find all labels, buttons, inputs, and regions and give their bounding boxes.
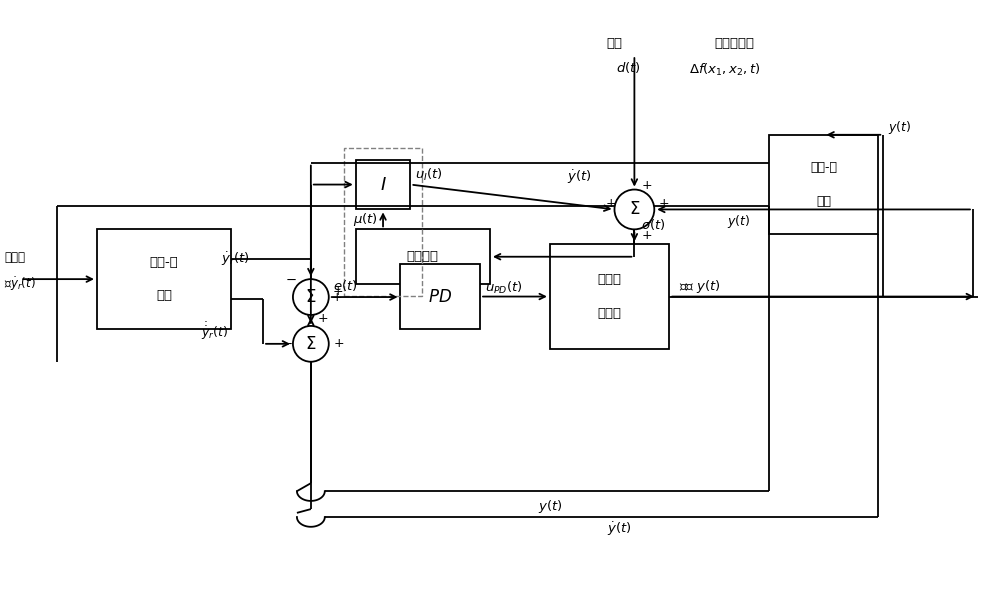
Circle shape bbox=[293, 326, 329, 362]
Text: 跟踪-微: 跟踪-微 bbox=[150, 256, 178, 269]
Text: $\dot{y}_r(t)$: $\dot{y}_r(t)$ bbox=[221, 251, 250, 268]
Text: $+$: $+$ bbox=[641, 229, 653, 242]
Bar bbox=[400, 264, 480, 329]
Text: 不确定成分: 不确定成分 bbox=[714, 37, 754, 50]
Text: $-$: $-$ bbox=[281, 337, 293, 351]
Text: $-$: $-$ bbox=[285, 273, 297, 286]
Text: $+$: $+$ bbox=[658, 197, 670, 210]
Text: $d(t)$: $d(t)$ bbox=[616, 60, 641, 74]
Text: $I$: $I$ bbox=[380, 176, 386, 193]
Text: $\Sigma$: $\Sigma$ bbox=[629, 200, 640, 219]
Bar bbox=[356, 230, 490, 284]
Text: $\Sigma$: $\Sigma$ bbox=[305, 335, 317, 353]
Text: 分器: 分器 bbox=[816, 195, 831, 208]
Text: $+$: $+$ bbox=[332, 284, 343, 298]
Text: $y(t)$: $y(t)$ bbox=[727, 213, 751, 230]
Text: $\Delta f(x_1,x_2,t)$: $\Delta f(x_1,x_2,t)$ bbox=[689, 62, 761, 78]
Bar bbox=[344, 148, 422, 296]
Text: $+$: $+$ bbox=[333, 337, 344, 351]
Text: $PD$: $PD$ bbox=[428, 287, 452, 306]
Text: 输出 $y(t)$: 输出 $y(t)$ bbox=[679, 278, 721, 295]
Text: $\dot{\dot{y}}_r(t)$: $\dot{\dot{y}}_r(t)$ bbox=[201, 321, 229, 343]
Text: 分器: 分器 bbox=[156, 289, 172, 302]
Bar bbox=[769, 135, 878, 235]
Text: $\mu(t)$: $\mu(t)$ bbox=[353, 211, 378, 228]
Bar bbox=[550, 244, 669, 349]
Text: $\sigma(t)$: $\sigma(t)$ bbox=[641, 217, 666, 232]
Circle shape bbox=[293, 279, 329, 315]
Text: 入$\dot{y}_r(t)$: 入$\dot{y}_r(t)$ bbox=[4, 275, 36, 293]
Bar bbox=[356, 160, 410, 209]
Text: $+$: $+$ bbox=[317, 313, 328, 325]
Text: 动态环节: 动态环节 bbox=[407, 251, 439, 263]
Text: 扰部分: 扰部分 bbox=[598, 308, 622, 321]
Text: $+$: $+$ bbox=[331, 290, 342, 303]
Text: $\dot{y}(t)$: $\dot{y}(t)$ bbox=[607, 520, 632, 538]
Text: $e(t)$: $e(t)$ bbox=[333, 278, 357, 293]
Text: $u_I(t)$: $u_I(t)$ bbox=[415, 166, 443, 182]
Text: 参考输: 参考输 bbox=[4, 251, 25, 264]
Text: 不含外: 不含外 bbox=[598, 273, 622, 286]
Text: $y(t)$: $y(t)$ bbox=[538, 497, 562, 515]
Text: 跟踪-微: 跟踪-微 bbox=[810, 161, 837, 174]
Text: $+$: $+$ bbox=[641, 179, 653, 192]
Text: $y(t)$: $y(t)$ bbox=[888, 119, 912, 136]
Text: $\dot{y}(t)$: $\dot{y}(t)$ bbox=[567, 169, 592, 187]
Text: $u_{PD}(t)$: $u_{PD}(t)$ bbox=[485, 279, 523, 295]
Circle shape bbox=[614, 190, 654, 230]
Bar bbox=[97, 230, 231, 329]
Text: $+$: $+$ bbox=[605, 197, 616, 210]
Text: 扰动: 扰动 bbox=[606, 37, 622, 50]
Text: $\Sigma$: $\Sigma$ bbox=[305, 288, 317, 306]
